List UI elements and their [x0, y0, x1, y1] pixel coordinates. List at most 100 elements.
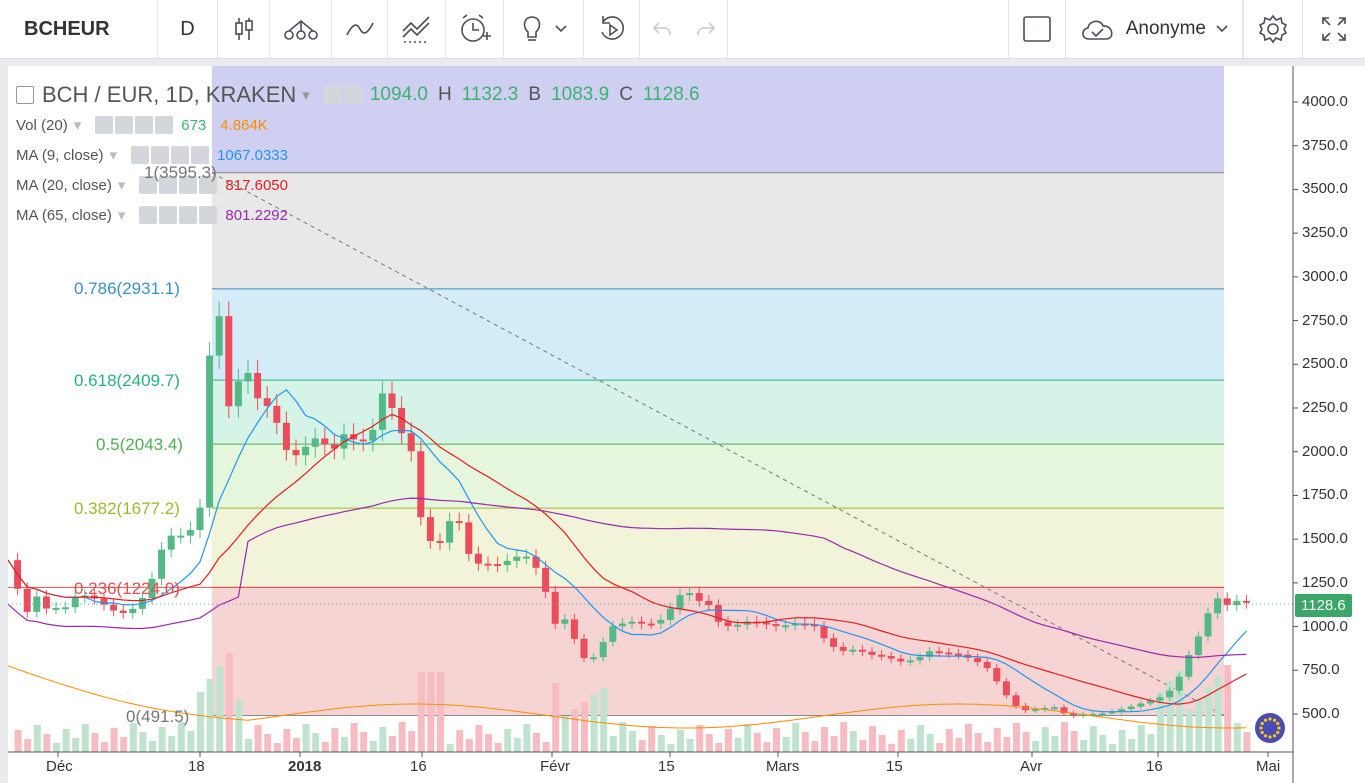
candle-body: [561, 619, 569, 624]
candle-body: [158, 549, 166, 579]
user-menu[interactable]: Anonyme: [1066, 0, 1243, 58]
gear-icon[interactable]: [151, 146, 170, 164]
redo-icon[interactable]: [684, 0, 728, 58]
candle-body: [1041, 708, 1049, 711]
eye-icon[interactable]: [139, 206, 158, 224]
replay-icon[interactable]: [584, 0, 640, 58]
alert-icon[interactable]: [446, 0, 504, 58]
volume-bar: [33, 725, 41, 752]
candle-body: [1070, 713, 1078, 716]
candle-body: [129, 608, 137, 614]
volume-bar: [888, 744, 896, 752]
undo-icon[interactable]: [640, 0, 684, 58]
add-icon[interactable]: [171, 146, 190, 164]
volume-bar: [302, 724, 310, 752]
gear-icon[interactable]: [159, 206, 178, 224]
fullscreen-icon[interactable]: [1303, 0, 1365, 58]
volume-bar: [427, 672, 435, 752]
eye-icon[interactable]: [139, 176, 158, 194]
candle-body: [916, 656, 924, 661]
candle-body: [897, 658, 905, 662]
candle-body: [926, 651, 934, 657]
gear-icon[interactable]: [343, 86, 362, 104]
volume-bar: [1185, 709, 1193, 752]
vol-label: Vol (20): [16, 116, 68, 134]
candle-body: [1204, 613, 1212, 637]
volume-bar: [936, 743, 944, 752]
candle-body: [1079, 714, 1087, 717]
volume-bar: [81, 724, 89, 752]
close-icon[interactable]: [199, 206, 218, 224]
volume-bar: [62, 729, 70, 752]
idea-button[interactable]: [504, 0, 584, 58]
ma20-line: [8, 413, 1247, 705]
volume-bar: [878, 735, 886, 752]
fib-band-0: [212, 172, 1224, 289]
chart-area[interactable]: BCH / EUR, 1D, KRAKEN ▾ 1094.0 H 1132.3 B 10…: [8, 66, 1365, 783]
volume-bar: [331, 728, 339, 752]
volume-bar: [120, 737, 128, 752]
close-icon[interactable]: [191, 146, 210, 164]
candle-body: [724, 621, 732, 626]
candle-body: [52, 607, 60, 610]
volume-bar: [917, 725, 924, 752]
volume-bar: [1157, 692, 1164, 752]
candle-body: [1233, 600, 1241, 606]
fib-zone-top: [212, 66, 1224, 173]
volume-bar: [1224, 665, 1232, 752]
candle-body: [225, 316, 233, 407]
candle-body: [993, 668, 1001, 682]
volume-bar: [1003, 737, 1011, 752]
candle-body: [196, 507, 204, 531]
eye-icon[interactable]: [95, 116, 114, 134]
interval-selector[interactable]: D: [158, 0, 218, 58]
eu-flag-star: [1260, 730, 1264, 735]
idea-icon: [523, 16, 540, 41]
line-icon[interactable]: [332, 0, 388, 58]
drawing-icon[interactable]: [388, 0, 446, 58]
volume-bar: [1013, 723, 1020, 752]
volume-bar: [1032, 741, 1040, 752]
top-toolbar: BCHEUR D Anonyme: [0, 0, 1365, 59]
candle-body: [244, 373, 252, 382]
close-value: 1128.6: [642, 84, 700, 105]
candle-body: [1031, 709, 1039, 712]
chevron-down-icon[interactable]: ▾: [302, 87, 310, 104]
volume-bar: [926, 734, 934, 752]
gear-icon[interactable]: [159, 176, 178, 194]
gear-icon[interactable]: [115, 116, 134, 134]
indicators-icon[interactable]: [270, 0, 332, 58]
candle-body: [62, 607, 70, 610]
add-icon[interactable]: [135, 116, 154, 134]
candle-body: [839, 646, 847, 651]
volume-bar: [773, 728, 780, 752]
eu-flag-star: [1259, 726, 1263, 730]
collapse-icon[interactable]: [16, 86, 34, 104]
price-axis-label: 2000.0: [1302, 442, 1348, 460]
volume-bar: [869, 726, 876, 752]
volume-bar: [1147, 734, 1155, 752]
candle-body: [465, 522, 473, 554]
eu-flag-star: [1268, 717, 1272, 721]
volume-bar: [571, 709, 579, 752]
volume-bar: [1070, 731, 1078, 752]
add-icon[interactable]: [179, 206, 198, 224]
price-chart[interactable]: [8, 66, 1365, 783]
eye-icon[interactable]: [131, 146, 150, 164]
symbol-selector[interactable]: BCHEUR: [0, 0, 158, 58]
close-icon[interactable]: [199, 176, 218, 194]
close-icon[interactable]: [155, 116, 174, 134]
add-icon[interactable]: [179, 176, 198, 194]
candles-icon[interactable]: [218, 0, 270, 58]
volume-bar: [657, 735, 665, 752]
layout-icon[interactable]: [1007, 0, 1066, 58]
volume-bar: [177, 722, 185, 752]
fib-label-0786: 0.786(2931.1): [74, 279, 180, 298]
candle-body: [628, 621, 636, 624]
settings-icon[interactable]: [1243, 0, 1303, 58]
low-value: 1083.9: [551, 84, 610, 105]
candle-body: [1137, 703, 1145, 707]
fib-label-1: 1(3595.3): [144, 163, 217, 182]
eye-icon[interactable]: [323, 86, 342, 104]
volume-bar: [830, 736, 838, 752]
